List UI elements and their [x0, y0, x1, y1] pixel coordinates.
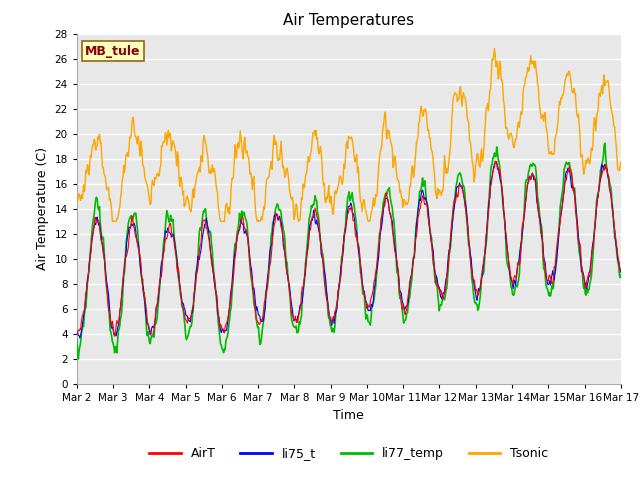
Title: Air Temperatures: Air Temperatures — [284, 13, 414, 28]
Legend: AirT, li75_t, li77_temp, Tsonic: AirT, li75_t, li77_temp, Tsonic — [144, 443, 554, 465]
Y-axis label: Air Temperature (C): Air Temperature (C) — [36, 147, 49, 270]
X-axis label: Time: Time — [333, 408, 364, 421]
Text: MB_tule: MB_tule — [85, 45, 140, 58]
